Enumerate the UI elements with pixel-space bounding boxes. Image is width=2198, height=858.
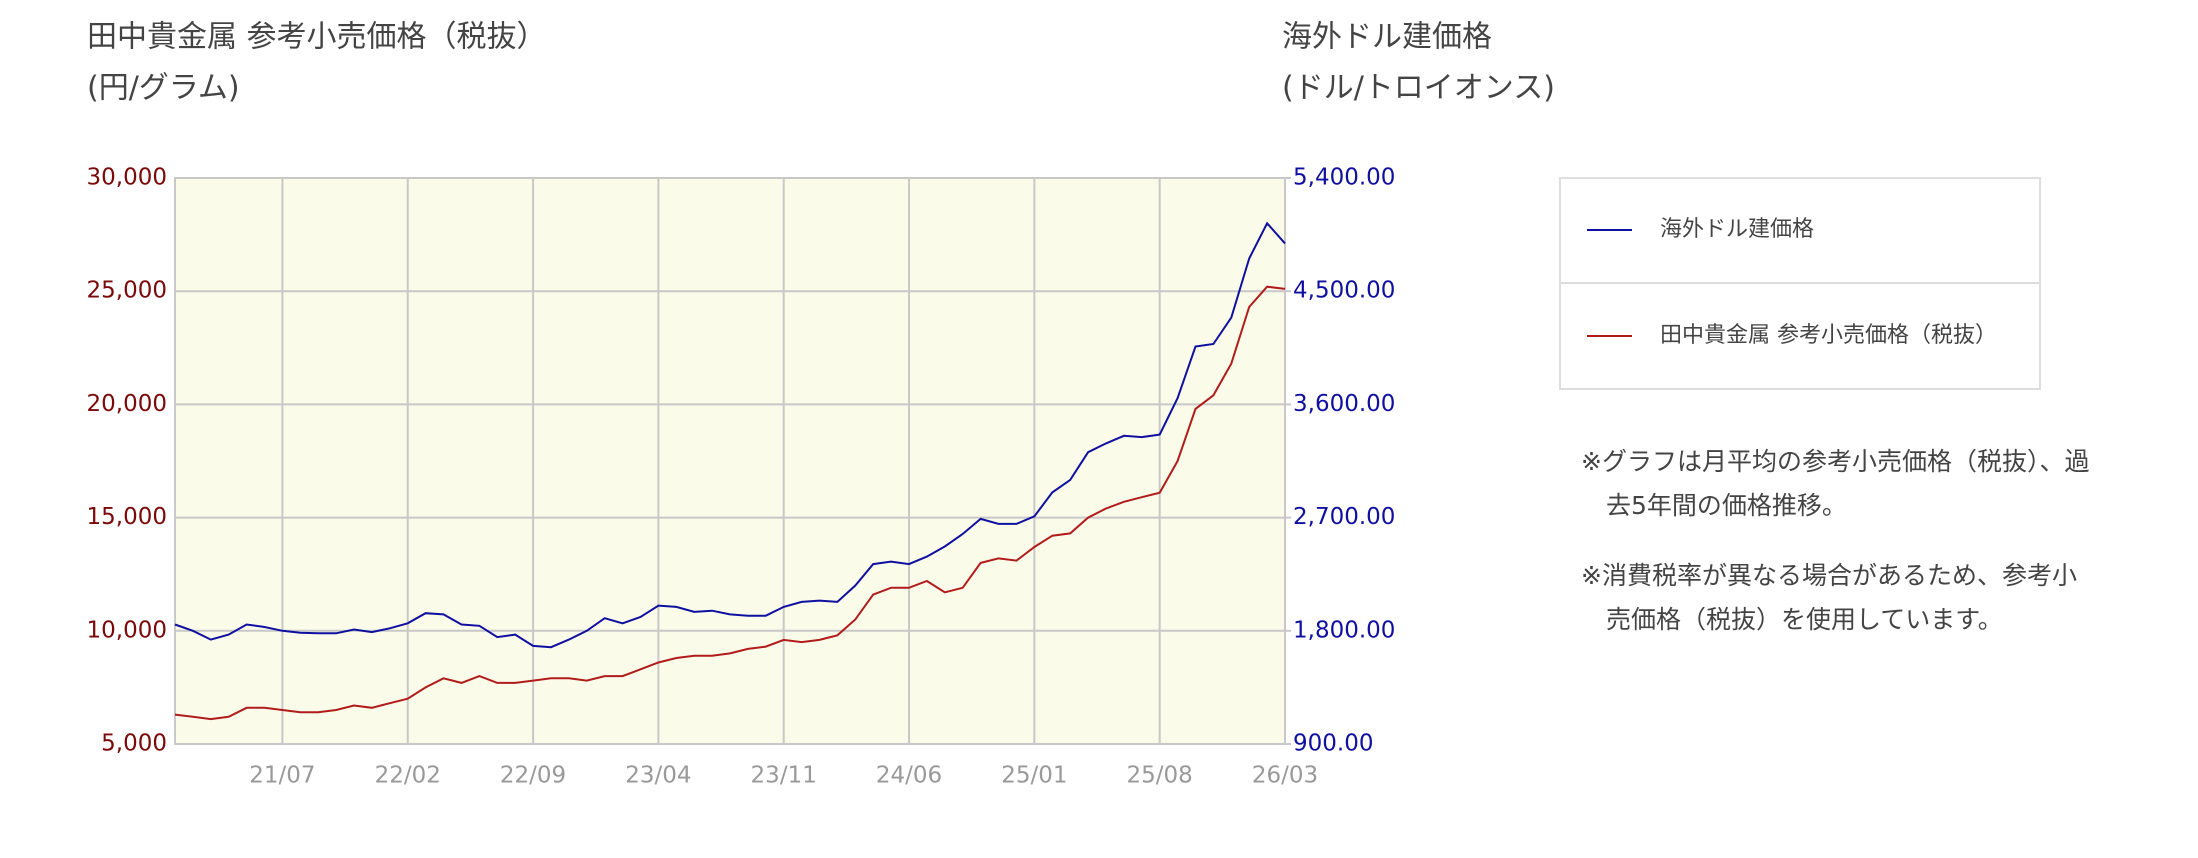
x-tick-label: 24/06 — [876, 763, 942, 789]
plot-border — [174, 177, 1286, 745]
y-tick-label: 25,000 — [87, 278, 167, 304]
y-axis-unit: (円/グラム) — [87, 71, 240, 106]
y2-tick-label: 3,600.00 — [1293, 391, 1395, 417]
x-tick-label: 22/02 — [375, 763, 441, 789]
x-tick-label: 25/01 — [1001, 763, 1067, 789]
y2-tick-label: 900.00 — [1293, 731, 1373, 757]
y-tick-label: 5,000 — [101, 731, 167, 757]
x-tick-label: 22/09 — [500, 763, 566, 789]
y2-tick-label: 5,400.00 — [1293, 165, 1395, 191]
plot-area — [175, 178, 1285, 744]
x-tick-label: 21/07 — [249, 763, 315, 789]
y-tick-label: 15,000 — [87, 504, 167, 530]
y2-axis-title: 海外ドル建価格 — [1282, 20, 1492, 55]
note: ※消費税率が異なる場合があるため、参考小売価格（税抜）を使用しています。 — [1581, 561, 2077, 634]
x-tick-label: 23/11 — [751, 763, 817, 789]
series-line — [174, 221, 1286, 649]
y-axis-title: 田中貴金属 参考小売価格（税抜） — [87, 20, 547, 55]
x-tick-label: 25/08 — [1127, 763, 1193, 789]
y2-tick-label: 4,500.00 — [1293, 278, 1395, 304]
x-tick-label: 26/03 — [1252, 763, 1318, 789]
x-tick-label: 23/04 — [625, 763, 691, 789]
y2-axis-unit: (ドル/トロイオンス) — [1282, 71, 1555, 106]
series-line — [174, 285, 1286, 721]
y2-tick-label: 1,800.00 — [1293, 617, 1395, 643]
y2-tick-label: 2,700.00 — [1293, 504, 1395, 530]
legend-label: 海外ドル建価格 — [1660, 217, 1814, 242]
y-tick-label: 10,000 — [87, 617, 167, 643]
y-tick-label: 20,000 — [87, 391, 167, 417]
note: ※グラフは月平均の参考小売価格（税抜）、過去5年間の価格推移。 — [1581, 447, 2090, 520]
legend-label: 田中貴金属 参考小売価格（税抜） — [1660, 323, 1997, 348]
notes: ※グラフは月平均の参考小売価格（税抜）、過去5年間の価格推移。 ※消費税率が異なる… — [1581, 440, 2101, 668]
y-tick-label: 30,000 — [87, 165, 167, 191]
